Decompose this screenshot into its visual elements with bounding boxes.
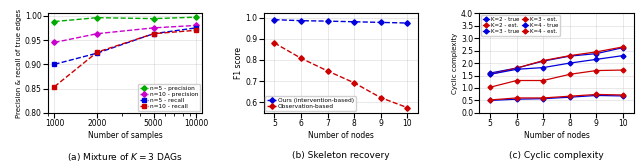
n=5 - recall <box>51 63 58 65</box>
X-axis label: Number of samples: Number of samples <box>88 131 163 140</box>
Ours (intervention-based) <box>350 21 358 23</box>
n=5 - recall <box>193 27 200 29</box>
Observation-based <box>350 82 358 84</box>
Ours (intervention-based) <box>403 22 411 24</box>
n=5 - precision <box>193 16 200 18</box>
Ours (intervention-based) <box>271 19 278 21</box>
n=5 - precision <box>93 17 101 19</box>
Observation-based <box>324 70 332 72</box>
Line: Observation-based: Observation-based <box>273 41 409 110</box>
Legend: K=2 - true, K=2 - est., K=3 - true, K=3 - est., K=4 - true, K=4 - est.: K=2 - true, K=2 - est., K=3 - true, K=3 … <box>481 15 560 36</box>
n=10 - recall <box>51 86 58 88</box>
Observation-based <box>297 57 305 59</box>
n=5 - precision <box>51 21 58 23</box>
n=5 - recall <box>93 52 101 54</box>
Legend: Ours (intervention-based), Observation-based: Ours (intervention-based), Observation-b… <box>266 96 356 111</box>
Line: Ours (intervention-based): Ours (intervention-based) <box>273 18 409 25</box>
Y-axis label: Cyclic complexity: Cyclic complexity <box>452 33 458 94</box>
Observation-based <box>377 97 385 99</box>
Line: n=10 - recall: n=10 - recall <box>52 28 198 89</box>
Text: (a) Mixture of $K = 3$ DAGs: (a) Mixture of $K = 3$ DAGs <box>67 151 183 163</box>
X-axis label: Number of nodes: Number of nodes <box>308 131 374 140</box>
Ours (intervention-based) <box>324 20 332 22</box>
Text: (c) Cyclic complexity: (c) Cyclic complexity <box>509 151 604 160</box>
Legend: n=5 - precision, n=10 - precision, n=5 - recall, n=10 - recall: n=5 - precision, n=10 - precision, n=5 -… <box>138 84 200 111</box>
Observation-based <box>271 42 278 44</box>
n=10 - precision <box>51 42 58 43</box>
Ours (intervention-based) <box>297 20 305 22</box>
n=5 - precision <box>150 18 157 20</box>
n=10 - recall <box>93 51 101 53</box>
X-axis label: Number of nodes: Number of nodes <box>524 131 589 140</box>
Observation-based <box>403 107 411 109</box>
n=5 - recall <box>150 33 157 35</box>
n=10 - recall <box>150 33 157 35</box>
n=10 - recall <box>193 29 200 31</box>
n=10 - precision <box>93 33 101 35</box>
Y-axis label: F1 score: F1 score <box>234 47 243 79</box>
Text: (b) Skeleton recovery: (b) Skeleton recovery <box>292 151 390 160</box>
Ours (intervention-based) <box>377 21 385 23</box>
n=10 - precision <box>150 27 157 29</box>
Line: n=10 - precision: n=10 - precision <box>52 23 198 44</box>
Y-axis label: Precision & recall of true edges: Precision & recall of true edges <box>16 8 22 118</box>
Line: n=5 - precision: n=5 - precision <box>52 15 198 23</box>
Line: n=5 - recall: n=5 - recall <box>52 26 198 66</box>
n=10 - precision <box>193 24 200 26</box>
